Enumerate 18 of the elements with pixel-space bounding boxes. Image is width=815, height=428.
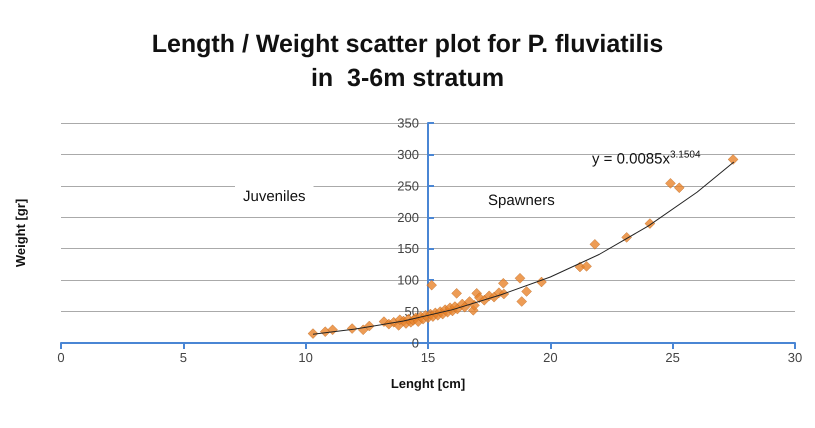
y-tick-label: 150 bbox=[397, 241, 419, 256]
x-tick-label: 15 bbox=[420, 350, 436, 365]
x-tick-label: 30 bbox=[788, 350, 802, 365]
y-tick-label: 200 bbox=[397, 210, 419, 225]
y-axis-title: Weight [gr] bbox=[13, 198, 28, 268]
annotation: Spawners bbox=[488, 192, 555, 209]
y-tick-label: 100 bbox=[397, 272, 419, 288]
x-tick-label: 0 bbox=[57, 350, 65, 365]
x-tick-label: 10 bbox=[298, 350, 313, 365]
x-tick-label: 5 bbox=[180, 350, 187, 365]
y-tick-label: 350 bbox=[397, 116, 419, 130]
chart-title: Length / Weight scatter plot for P. fluviatilis in 3-6m stratum bbox=[152, 30, 664, 92]
x-tick-label: 25 bbox=[665, 350, 680, 365]
annotation: Juveniles bbox=[243, 188, 306, 205]
y-tick-label: 250 bbox=[397, 178, 419, 194]
y-tick-label: 300 bbox=[397, 146, 419, 162]
x-axis-title: Lenght [cm] bbox=[390, 376, 466, 391]
x-tick-label: 20 bbox=[543, 350, 558, 365]
